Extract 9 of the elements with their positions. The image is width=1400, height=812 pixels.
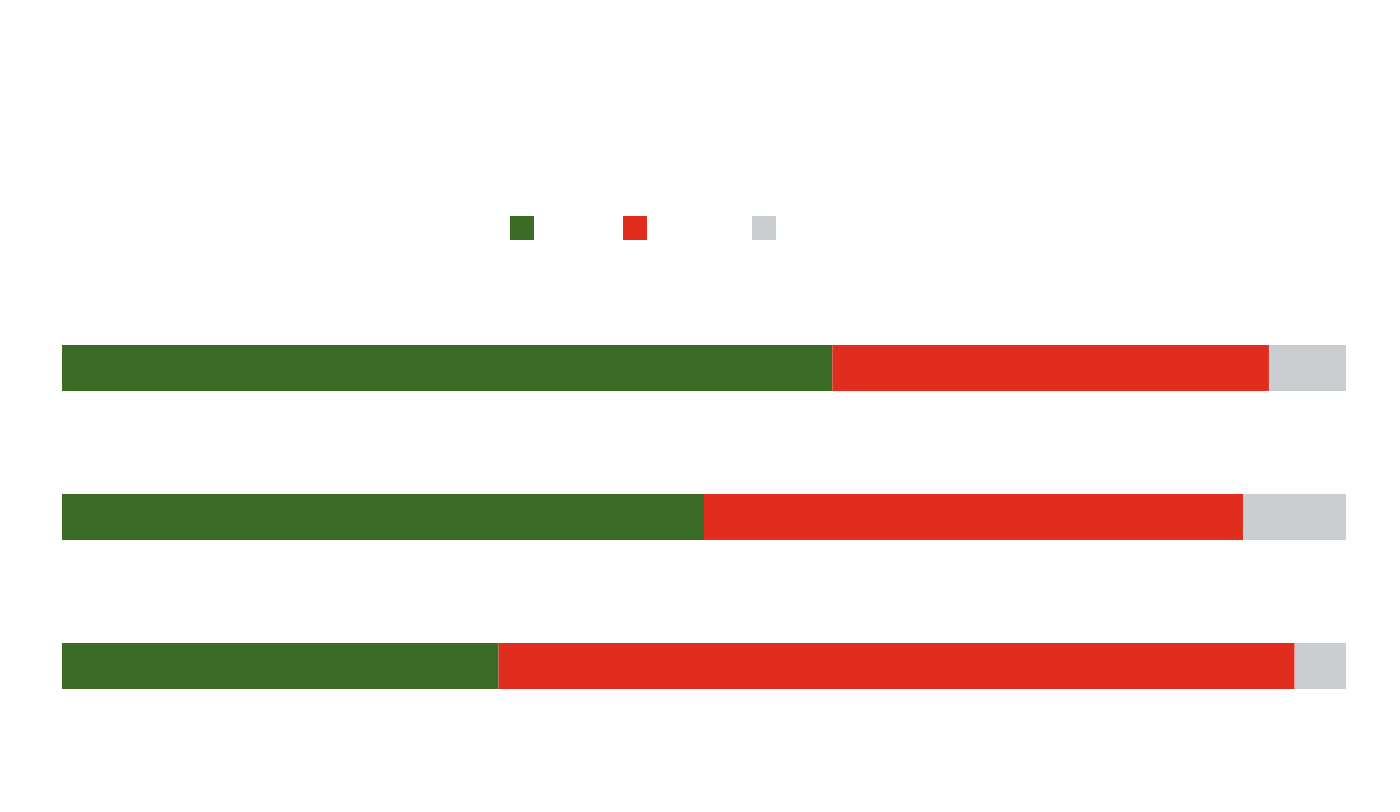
bar xyxy=(498,642,1295,690)
bar xyxy=(1268,344,1346,392)
bar xyxy=(62,344,833,392)
bar xyxy=(704,493,1244,541)
bar xyxy=(62,493,704,541)
bar xyxy=(1243,493,1346,541)
bar xyxy=(1294,642,1346,690)
bar xyxy=(62,642,499,690)
bar xyxy=(832,344,1269,392)
